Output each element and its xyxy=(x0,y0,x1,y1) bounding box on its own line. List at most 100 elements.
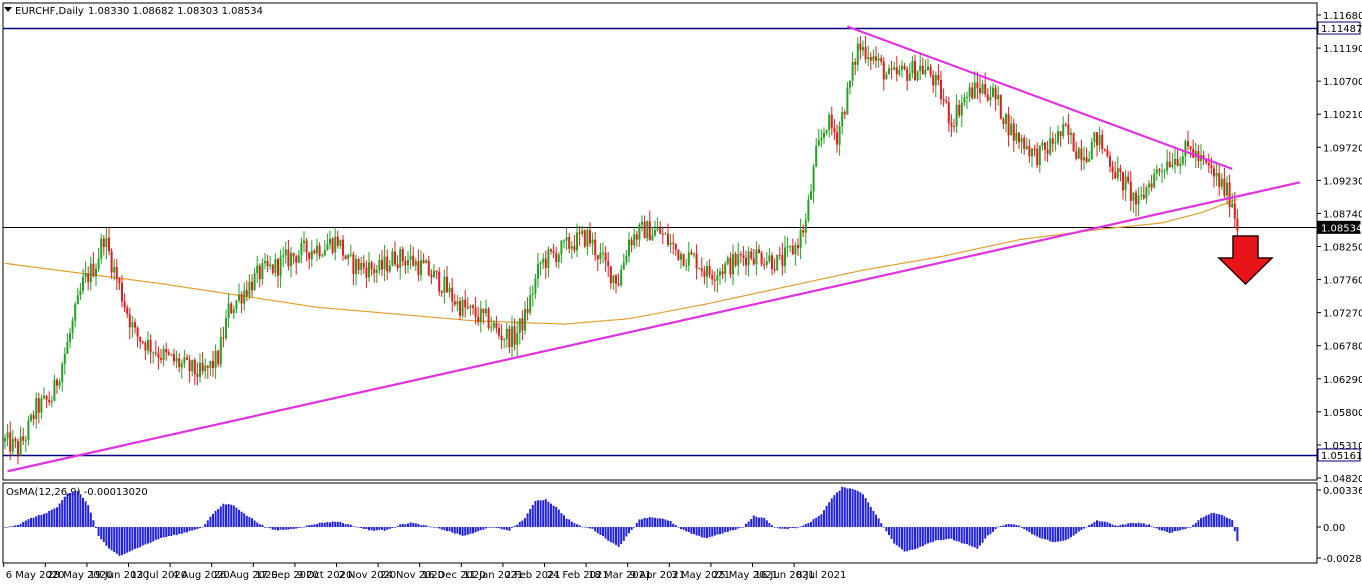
candle-body xyxy=(492,322,495,328)
candle xyxy=(690,249,693,256)
osma-bar xyxy=(126,527,129,553)
candle-body xyxy=(58,382,61,386)
osma-bar xyxy=(1226,517,1228,527)
candle-body xyxy=(157,353,160,358)
candle-body xyxy=(669,242,672,245)
osma-bar xyxy=(591,527,594,529)
trend-lines[interactable] xyxy=(7,25,1301,473)
osma-bar xyxy=(420,525,422,527)
candle-body xyxy=(1002,118,1005,124)
osma-bar xyxy=(807,523,810,527)
osma-bar xyxy=(1137,522,1140,527)
candle-body xyxy=(854,62,857,65)
candle-body xyxy=(1036,148,1039,166)
candle xyxy=(505,322,508,348)
candle-body xyxy=(1096,132,1098,146)
candle-body xyxy=(859,43,862,51)
down-arrow-icon[interactable] xyxy=(1217,235,1274,286)
candle xyxy=(648,210,651,241)
candle-body xyxy=(287,249,290,267)
candle-body xyxy=(474,307,477,317)
candle xyxy=(981,80,984,95)
y-tick-label: 1.07270 xyxy=(1323,309,1362,320)
candle-body xyxy=(573,246,576,251)
osma-bar xyxy=(589,527,591,529)
osma-bar xyxy=(1166,527,1169,532)
candle xyxy=(1179,156,1182,175)
candle xyxy=(269,255,272,270)
candle-body xyxy=(534,278,537,294)
osma-bar xyxy=(921,527,924,547)
candle-body xyxy=(32,415,35,420)
candle-body xyxy=(721,271,724,275)
candle xyxy=(279,249,282,288)
candle xyxy=(396,255,399,272)
candle xyxy=(154,340,157,357)
candle xyxy=(193,357,196,385)
candle xyxy=(1106,145,1109,158)
ma-line xyxy=(4,198,1238,325)
candle xyxy=(786,237,789,258)
candle xyxy=(50,396,53,408)
candle-body xyxy=(63,353,66,365)
candle-body xyxy=(139,336,142,342)
candle-body xyxy=(318,245,321,257)
candle xyxy=(139,336,142,350)
candle xyxy=(222,326,225,348)
osma-bar xyxy=(1067,527,1070,539)
candle xyxy=(531,285,534,307)
candle-body xyxy=(290,253,292,267)
osma-bar xyxy=(1072,527,1075,536)
candle xyxy=(79,282,82,300)
candle-body xyxy=(503,339,506,341)
candle xyxy=(58,378,61,390)
candle-body xyxy=(271,264,274,274)
x-tick-label: 13 Jul 2020 xyxy=(131,570,188,581)
candle xyxy=(976,71,979,100)
candle-body xyxy=(953,126,955,128)
candle xyxy=(456,295,459,312)
osma-bar xyxy=(685,527,688,532)
candle xyxy=(1044,141,1046,161)
symbol-dropdown-icon[interactable] xyxy=(4,7,12,12)
osma-bar xyxy=(828,502,831,527)
candle-body xyxy=(89,263,92,283)
candle xyxy=(1090,137,1093,160)
candle xyxy=(890,60,893,80)
osma-bar xyxy=(76,490,79,527)
candle xyxy=(1171,153,1174,170)
y-tick-label: 1.09720 xyxy=(1323,143,1362,154)
candle xyxy=(994,84,997,111)
candle xyxy=(45,394,48,409)
osma-bar xyxy=(838,490,841,527)
candle xyxy=(373,263,376,283)
osma-bar xyxy=(381,527,383,530)
candle-body xyxy=(1168,161,1171,167)
candle xyxy=(638,222,641,247)
osma-bar xyxy=(108,527,110,549)
osma-bar xyxy=(232,505,235,527)
candle-body xyxy=(253,273,256,291)
osma-bar xyxy=(1223,516,1226,527)
osma-bar xyxy=(248,517,251,527)
candle xyxy=(9,421,12,461)
candle xyxy=(295,254,298,275)
osma-bar xyxy=(1228,518,1231,527)
candle xyxy=(919,53,922,81)
candle xyxy=(277,257,279,288)
x-tick-label: 24 Feb 2021 xyxy=(547,570,609,581)
candle xyxy=(776,254,779,271)
osma-bar xyxy=(1088,524,1091,527)
candle-body xyxy=(1031,148,1033,157)
candle xyxy=(557,251,560,269)
candle-body xyxy=(778,254,781,256)
candle xyxy=(1083,146,1085,170)
osma-bar xyxy=(893,527,896,544)
osma-bar xyxy=(968,527,971,546)
candle-body xyxy=(238,294,240,301)
candle xyxy=(526,297,529,321)
candle xyxy=(700,257,703,277)
candle xyxy=(443,269,446,304)
candle xyxy=(612,274,615,290)
